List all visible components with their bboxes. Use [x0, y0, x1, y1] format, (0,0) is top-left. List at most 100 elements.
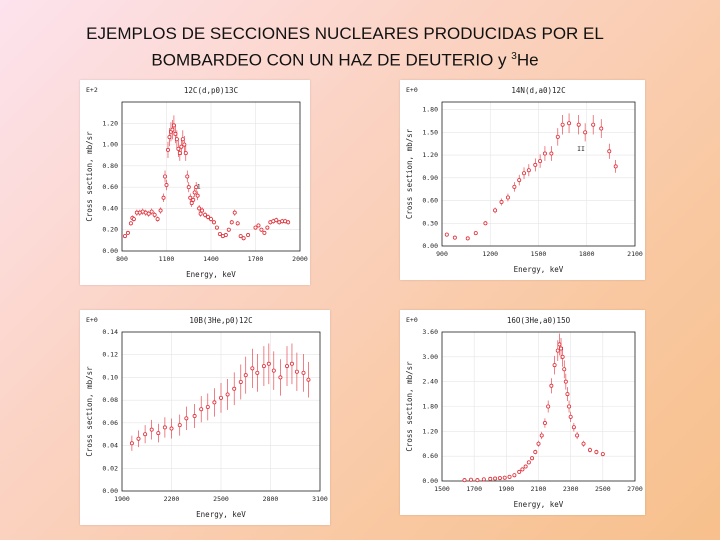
data-point — [246, 233, 251, 238]
data-point — [483, 221, 488, 226]
y-tick-label: 0.00 — [422, 242, 438, 250]
data-point — [170, 127, 175, 132]
data-point — [199, 407, 204, 412]
data-point — [594, 450, 599, 455]
chart-panel-12c-dp: 800 1100 1400 1700 2000 0.00 0.20 0.40 0.60 0.80 1… — [80, 80, 310, 285]
slide-title-line2: BOMBARDEO CON UN HAZ DE DEUTERIO y 3He — [0, 45, 690, 72]
data-point — [575, 433, 580, 438]
data-point — [232, 210, 237, 215]
chart-14n-da: 900 1200 1500 1800 2100 0.00 0.30 0.60 0.90 1.20 1… — [405, 86, 643, 274]
data-point — [499, 200, 504, 205]
y-tick-label: 1.20 — [422, 427, 438, 435]
data-point — [560, 354, 565, 359]
data-point — [232, 386, 237, 391]
data-point — [301, 370, 306, 375]
data-point — [235, 221, 240, 226]
y-tick-label: 0.60 — [422, 452, 438, 460]
y-tick-label: 0.20 — [102, 226, 118, 234]
data-point — [238, 234, 243, 239]
data-point — [262, 230, 267, 235]
data-point — [526, 168, 531, 173]
y-exponent-label: E+0 — [86, 316, 98, 324]
data-point — [188, 195, 193, 200]
chart-title: 12C(d,p0)13C — [184, 86, 238, 95]
data-point — [212, 400, 217, 405]
data-point — [226, 227, 231, 232]
x-tick-label: 900 — [436, 250, 448, 258]
data-point — [560, 122, 565, 127]
data-point — [167, 135, 172, 140]
data-point — [180, 137, 185, 142]
x-tick-label: 2800 — [263, 495, 279, 503]
data-point — [265, 225, 270, 230]
data-point — [176, 146, 181, 151]
data-point — [223, 233, 228, 238]
data-point — [177, 423, 182, 428]
x-tick-label: 1500 — [531, 250, 547, 258]
x-tick-label: 1100 — [159, 255, 175, 263]
data-point — [552, 363, 557, 368]
data-point — [136, 436, 141, 441]
data-point — [278, 375, 283, 380]
data-point — [214, 225, 219, 230]
data-point — [284, 364, 289, 369]
y-axis-label: Cross section, mb/sr — [85, 366, 94, 457]
y-axis-label: Cross section, mb/sr — [405, 128, 414, 219]
data-point — [587, 447, 592, 452]
data-point — [200, 208, 205, 213]
data-point — [164, 183, 169, 188]
data-point — [562, 367, 567, 372]
data-point — [473, 231, 478, 236]
data-point — [530, 456, 535, 461]
slide-title-line2-suffix: He — [516, 50, 539, 70]
data-point — [581, 441, 586, 446]
y-tick-label: 0.06 — [102, 419, 118, 427]
slide-title-line1: EJEMPLOS DE SECCIONES NUCLEARES PRODUCID… — [86, 24, 604, 43]
data-point — [567, 121, 572, 126]
x-axis-label: Energy, keV — [514, 500, 564, 509]
data-point — [306, 377, 311, 382]
data-point — [536, 441, 541, 446]
data-point — [173, 131, 178, 136]
data-point — [182, 142, 187, 147]
y-tick-label: 1.50 — [422, 128, 438, 136]
x-tick-label: 1900 — [114, 495, 130, 503]
y-tick-label: 1.80 — [422, 403, 438, 411]
data-point — [128, 221, 133, 226]
data-point — [526, 460, 531, 465]
x-tick-label: 1900 — [499, 485, 515, 493]
data-point — [591, 122, 596, 127]
data-point — [189, 201, 194, 206]
y-tick-label: 0.00 — [422, 477, 438, 485]
data-point — [195, 193, 200, 198]
y-exponent-label: E+0 — [406, 86, 418, 94]
chart-annotation: II — [577, 145, 585, 153]
data-point — [186, 185, 191, 190]
data-point — [162, 425, 167, 430]
chart-12c-dp: 800 1100 1400 1700 2000 0.00 0.20 0.40 0.60 0.80 1… — [85, 86, 308, 279]
chart-16o-3he-a: 1500 1700 1900 2100 2300 2500 2700 0.00 0.60 1.20… — [405, 316, 643, 509]
y-tick-label: 0.80 — [102, 162, 118, 170]
data-point — [507, 474, 512, 479]
data-point — [177, 151, 182, 156]
y-tick-label: 0.08 — [102, 396, 118, 404]
data-point — [517, 469, 522, 474]
data-point — [522, 171, 527, 176]
data-point — [286, 220, 291, 225]
data-point — [218, 395, 223, 400]
plot-frame — [121, 101, 301, 252]
data-point — [259, 227, 264, 232]
data-point — [555, 348, 560, 353]
x-tick-label: 2300 — [563, 485, 579, 493]
x-tick-label: 1800 — [579, 250, 595, 258]
data-point — [197, 206, 202, 211]
data-point — [206, 214, 211, 219]
data-point — [250, 366, 255, 371]
data-point — [192, 414, 197, 419]
data-point — [294, 369, 299, 374]
data-point — [568, 414, 573, 419]
y-tick-label: 0.00 — [102, 247, 118, 255]
y-tick-label: 0.10 — [102, 373, 118, 381]
data-point — [143, 432, 148, 437]
data-point — [149, 209, 154, 214]
